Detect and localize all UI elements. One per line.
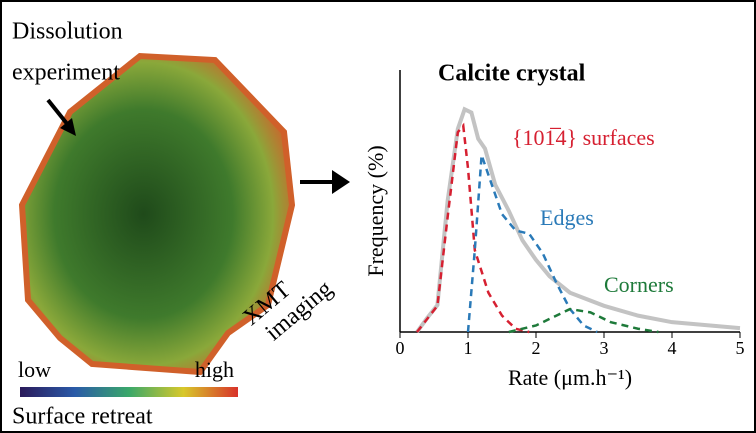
series-line [468, 155, 597, 332]
scale-low: low [18, 357, 51, 382]
x-tick-label: 1 [464, 338, 473, 358]
figure: Dissolution experiment XMT imaging low h… [0, 0, 756, 433]
x-tick-label: 3 [600, 338, 609, 358]
series-label: Corners [604, 272, 674, 297]
series-line [417, 126, 529, 332]
arrow-head [332, 170, 350, 194]
chart-title: Calcite crystal [438, 61, 586, 87]
experiment-label: Dissolution [12, 19, 123, 45]
y-axis-label: Frequency (%) [363, 145, 388, 276]
x-tick-label: 2 [532, 338, 541, 358]
scale-title: Surface retreat [12, 404, 153, 430]
chart: 0 1 2 3 4 5 Rate (μm.h⁻¹) Frequency (%) Calcite … [363, 61, 744, 391]
x-tick-label: 4 [668, 338, 677, 358]
series-line [509, 309, 659, 332]
experiment-label: experiment [12, 60, 120, 86]
series-label: {101̅4} surfaces [512, 125, 655, 150]
x-tick-label: 5 [736, 338, 745, 358]
x-axis-label: Rate (μm.h⁻¹) [508, 365, 632, 390]
x-tick-label: 0 [396, 338, 405, 358]
page: Dissolution experiment XMT imaging low h… [0, 0, 756, 433]
series-label: Edges [540, 205, 594, 230]
color-scale [20, 387, 238, 397]
scale-high: high [195, 357, 234, 382]
